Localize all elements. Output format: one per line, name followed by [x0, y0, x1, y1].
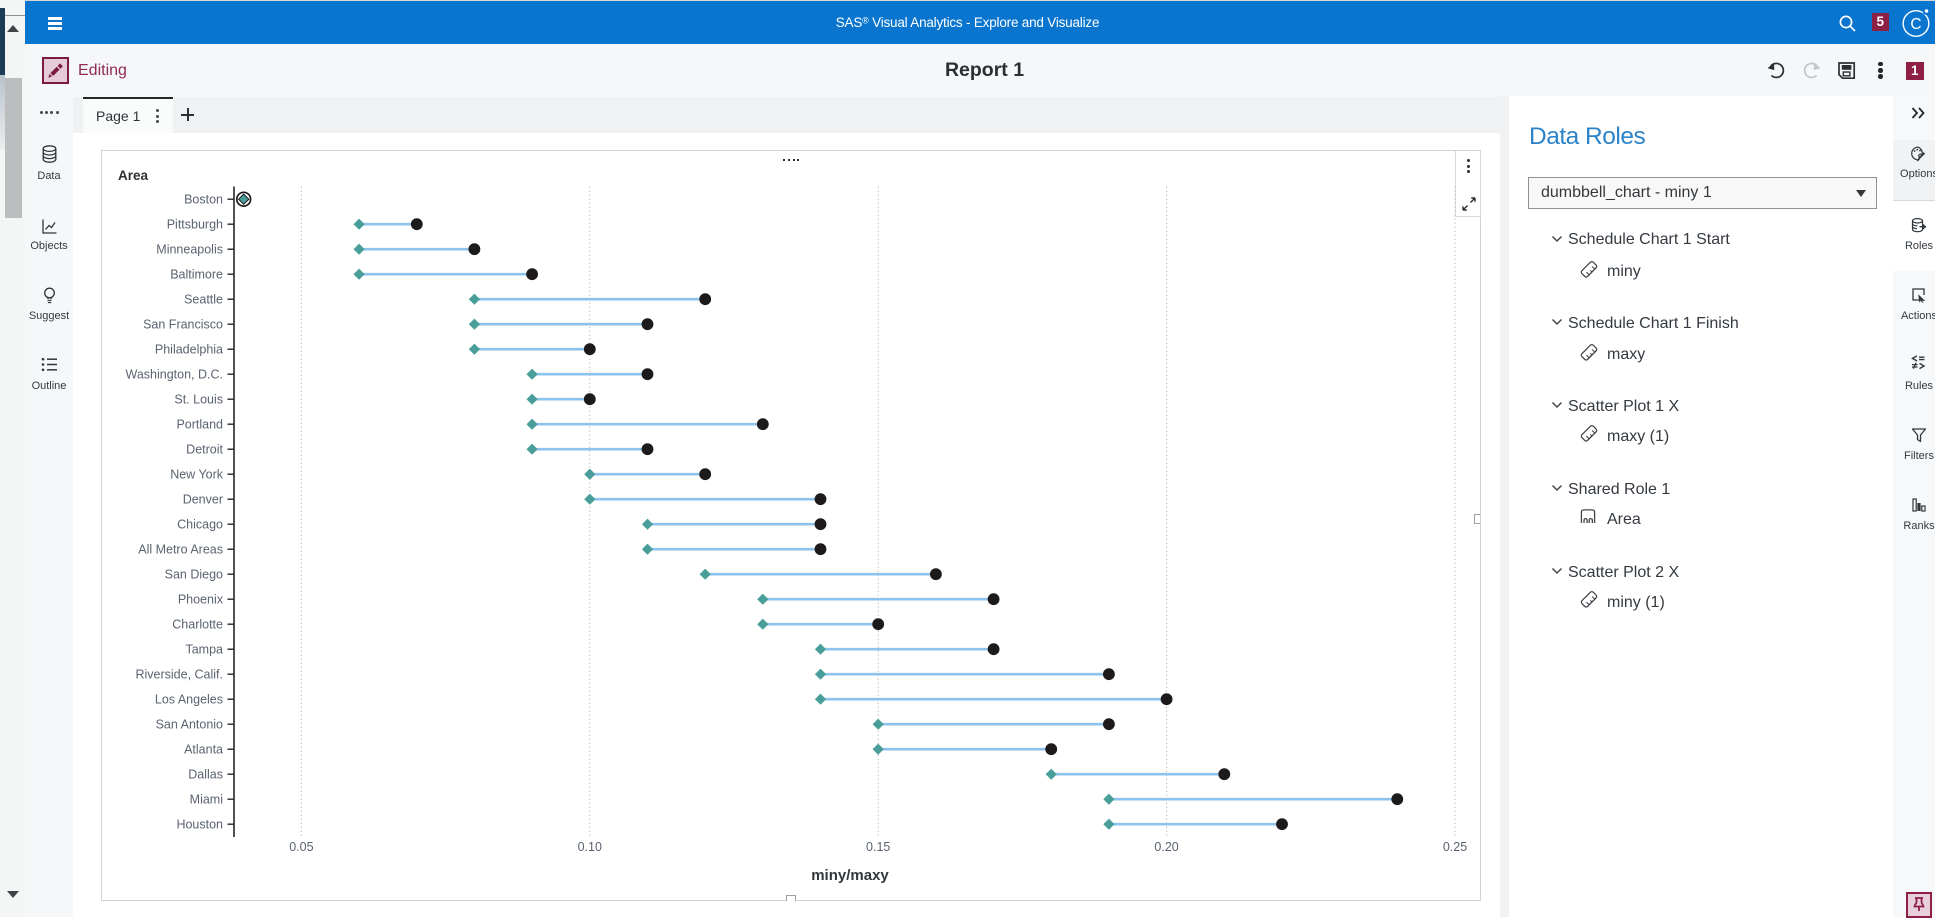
svg-text:San Francisco: San Francisco [143, 317, 223, 331]
svg-text:Phoenix: Phoenix [178, 592, 224, 606]
svg-text:St. Louis: St. Louis [174, 392, 223, 406]
svg-text:0.15: 0.15 [866, 840, 890, 854]
svg-text:San Diego: San Diego [165, 567, 223, 581]
svg-text:Pittsburgh: Pittsburgh [167, 217, 223, 231]
svg-text:San Antonio: San Antonio [156, 717, 223, 731]
svg-text:Miami: Miami [190, 792, 223, 806]
svg-text:C: C [1910, 16, 1921, 33]
svg-text:Denver: Denver [183, 492, 223, 506]
svg-text:Houston: Houston [176, 817, 223, 831]
svg-text:Charlotte: Charlotte [172, 617, 223, 631]
svg-text:Washington, D.C.: Washington, D.C. [126, 367, 224, 381]
svg-text:All Metro Areas: All Metro Areas [138, 542, 223, 556]
svg-text:Dallas: Dallas [188, 767, 223, 781]
svg-text:0.25: 0.25 [1443, 840, 1467, 854]
svg-text:Chicago: Chicago [177, 517, 223, 531]
svg-text:0.20: 0.20 [1154, 840, 1178, 854]
svg-text:Atlanta: Atlanta [184, 742, 223, 756]
svg-text:miny/maxy: miny/maxy [811, 867, 889, 884]
svg-text:Boston: Boston [184, 192, 223, 206]
svg-text:New York: New York [170, 467, 224, 481]
svg-text:Philadelphia: Philadelphia [155, 342, 223, 356]
svg-text:Riverside, Calif.: Riverside, Calif. [135, 667, 223, 681]
svg-text:Los Angeles: Los Angeles [155, 692, 223, 706]
svg-text:Tampa: Tampa [185, 642, 223, 656]
svg-text:Baltimore: Baltimore [170, 267, 223, 281]
svg-text:Portland: Portland [176, 417, 223, 431]
svg-text:0.10: 0.10 [578, 840, 602, 854]
svg-text:Seattle: Seattle [184, 292, 223, 306]
svg-text:Minneapolis: Minneapolis [156, 242, 223, 256]
svg-text:Detroit: Detroit [186, 442, 223, 456]
svg-text:0.05: 0.05 [289, 840, 313, 854]
